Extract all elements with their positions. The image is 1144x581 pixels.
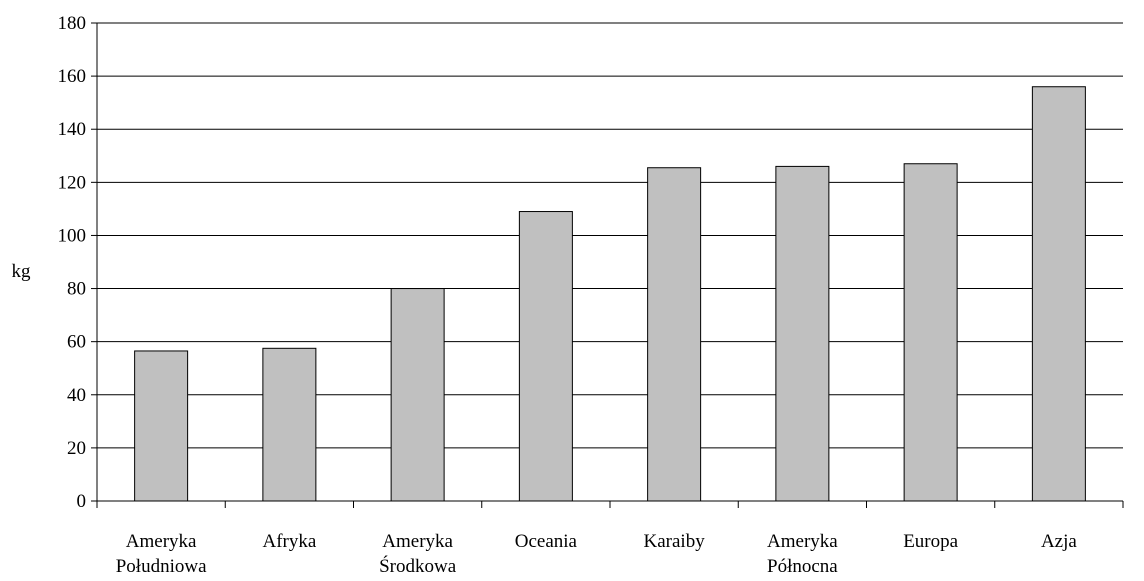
x-tick-label-line: Ameryka — [767, 531, 838, 552]
x-tick-label-line: Oceania — [515, 531, 578, 552]
y-tick-label: 60 — [67, 332, 86, 353]
x-tick-label-line: Azja — [1041, 531, 1077, 552]
y-tick-label: 120 — [58, 172, 87, 193]
bar — [390, 288, 445, 502]
y-tick-label: 140 — [58, 119, 87, 140]
x-tick-label-line: Europa — [903, 531, 958, 552]
x-tick-label-line: Środkowa — [379, 555, 457, 577]
x-tick-label: Europa — [903, 531, 958, 552]
x-tick-label-line: Karaiby — [644, 531, 706, 552]
bar — [775, 165, 830, 502]
y-tick-label: 20 — [67, 438, 86, 459]
bar — [518, 211, 573, 502]
x-tick-label: Oceania — [515, 531, 578, 552]
x-tick-label-line: Ameryka — [382, 531, 453, 552]
y-axis-label: kg — [12, 261, 32, 282]
bars — [134, 86, 1086, 502]
x-tick-label-line: Afryka — [262, 531, 316, 552]
x-tick-label: Ameryka Południowa — [116, 531, 207, 577]
bar — [1031, 86, 1086, 502]
y-tick-label: 40 — [67, 385, 86, 406]
x-tick-label: Karaiby — [644, 531, 706, 552]
grid-lines — [97, 22, 1123, 449]
x-tick-label: Ameryka Północna — [767, 531, 838, 577]
bar — [134, 350, 189, 502]
y-tick-label: 0 — [77, 491, 87, 512]
x-tick-label: Afryka — [262, 531, 316, 552]
y-tick-label: 180 — [58, 13, 87, 34]
bar — [647, 167, 702, 502]
x-tick-label-line: Ameryka — [126, 531, 197, 552]
bar — [903, 163, 958, 502]
x-tick-label-line: Północna — [767, 556, 838, 577]
y-tick-labels: 0 20 40 60 80 100 120 140 160 180 — [58, 13, 87, 512]
y-tick-label: 80 — [67, 279, 86, 300]
y-tick-label: 160 — [58, 66, 87, 87]
x-tick-labels: Ameryka Południowa Afryka Ameryka Środkowa Oc… — [116, 531, 1078, 577]
bar — [262, 347, 317, 502]
x-tick-label: Ameryka Środkowa — [379, 531, 457, 577]
x-tick-label: Azja — [1041, 531, 1077, 552]
axes — [91, 22, 1124, 508]
x-tick-label-line: Południowa — [116, 556, 207, 577]
y-tick-label: 100 — [58, 225, 87, 246]
